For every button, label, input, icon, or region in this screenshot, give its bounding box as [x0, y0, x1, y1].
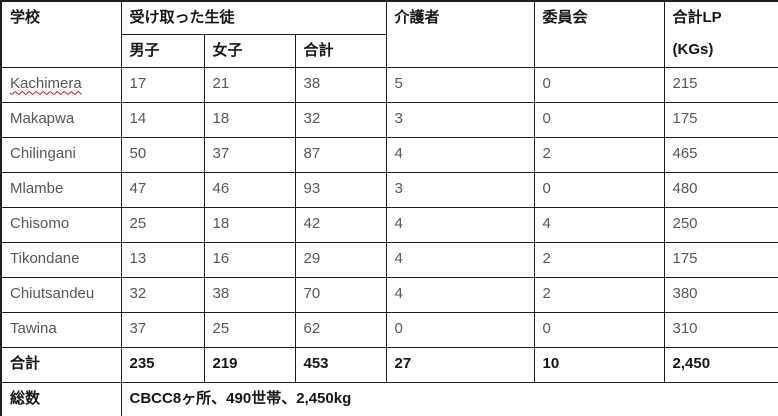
- cell-total: 38: [294, 66, 387, 103]
- cell-girls: 18: [203, 206, 296, 243]
- cell-lp: 480: [663, 171, 778, 208]
- table-row-tawina: Tawina 37 25 62 0 0 310: [0, 311, 778, 348]
- totals-committee: 10: [533, 346, 665, 383]
- cell-school: Tikondane: [0, 241, 122, 278]
- col-header-committee: 委員会: [533, 0, 665, 68]
- totals-girls: 219: [203, 346, 296, 383]
- cell-total: 32: [294, 101, 387, 138]
- cell-committee: 0: [533, 171, 665, 208]
- col-header-total: 合計: [294, 33, 387, 68]
- total-lp-line2: (KGs): [672, 41, 714, 58]
- cell-boys: 32: [120, 276, 205, 313]
- cell-lp: 380: [663, 276, 778, 313]
- cell-committee: 2: [533, 136, 665, 173]
- cell-caregivers: 3: [385, 101, 535, 138]
- total-lp-line1: 合計LP: [672, 9, 722, 26]
- cell-total: 70: [294, 276, 387, 313]
- table-row-chiutsandeu: Chiutsandeu 32 38 70 4 2 380: [0, 276, 778, 313]
- cell-lp: 250: [663, 206, 778, 243]
- cell-caregivers: 4: [385, 276, 535, 313]
- table-row-tikondane: Tikondane 13 16 29 4 2 175: [0, 241, 778, 278]
- table-row-mlambe: Mlambe 47 46 93 3 0 480: [0, 171, 778, 208]
- cell-girls: 16: [203, 241, 296, 278]
- cell-boys: 17: [120, 66, 205, 103]
- cell-school: Tawina: [0, 311, 122, 348]
- cell-boys: 13: [120, 241, 205, 278]
- cell-total: 62: [294, 311, 387, 348]
- cell-committee: 0: [533, 66, 665, 103]
- cell-caregivers: 5: [385, 66, 535, 103]
- summary-label: 総数: [0, 381, 122, 416]
- totals-lp: 2,450: [663, 346, 778, 383]
- header-row-1: 学校 受け取った生徒 介護者 委員会 合計LP (KGs): [0, 0, 778, 68]
- cell-committee: 0: [533, 311, 665, 348]
- cell-boys: 14: [120, 101, 205, 138]
- table-row-kachimera: Kachimera 17 21 38 5 0 215: [0, 66, 778, 103]
- cell-caregivers: 0: [385, 311, 535, 348]
- cell-total: 42: [294, 206, 387, 243]
- header-row-2: 男子 女子 合計: [1, 33, 778, 68]
- cell-caregivers: 4: [385, 206, 535, 243]
- cell-boys: 47: [120, 171, 205, 208]
- cell-girls: 37: [203, 136, 296, 173]
- cell-committee: 2: [533, 276, 665, 313]
- col-header-students-group: 受け取った生徒: [120, 0, 387, 35]
- cell-committee: 4: [533, 206, 665, 243]
- table-row-makapwa: Makapwa 14 18 32 3 0 175: [0, 101, 778, 138]
- cell-school: Chilingani: [0, 136, 122, 173]
- cell-girls: 38: [203, 276, 296, 313]
- cell-boys: 25: [120, 206, 205, 243]
- cell-school: Mlambe: [0, 171, 122, 208]
- totals-caregivers: 27: [385, 346, 535, 383]
- cell-caregivers: 4: [385, 136, 535, 173]
- cell-school: Chiutsandeu: [0, 276, 122, 313]
- col-header-caregivers: 介護者: [385, 0, 535, 68]
- summary-value: CBCC8ヶ所、490世帯、2,450kg: [120, 381, 778, 416]
- cell-lp: 465: [663, 136, 778, 173]
- summary-row: 総数 CBCC8ヶ所、490世帯、2,450kg: [0, 381, 778, 416]
- cell-lp: 215: [663, 66, 778, 103]
- cell-school: Makapwa: [0, 101, 122, 138]
- school-name: Kachimera: [10, 74, 82, 92]
- cell-total: 29: [294, 241, 387, 278]
- cell-caregivers: 3: [385, 171, 535, 208]
- table-row-chilingani: Chilingani 50 37 87 4 2 465: [0, 136, 778, 173]
- cell-committee: 0: [533, 101, 665, 138]
- cell-girls: 46: [203, 171, 296, 208]
- cell-girls: 18: [203, 101, 296, 138]
- cell-girls: 21: [203, 66, 296, 103]
- totals-boys: 235: [120, 346, 205, 383]
- cell-school: Kachimera: [0, 66, 122, 103]
- cell-boys: 37: [120, 311, 205, 348]
- cell-girls: 25: [203, 311, 296, 348]
- cell-committee: 2: [533, 241, 665, 278]
- table-row-chisomo: Chisomo 25 18 42 4 4 250: [0, 206, 778, 243]
- cell-total: 87: [294, 136, 387, 173]
- totals-label: 合計: [0, 346, 122, 383]
- totals-total: 453: [294, 346, 387, 383]
- cell-caregivers: 4: [385, 241, 535, 278]
- totals-row: 合計 235 219 453 27 10 2,450: [0, 346, 778, 383]
- col-header-boys: 男子: [120, 33, 205, 68]
- cell-lp: 310: [663, 311, 778, 348]
- cell-school: Chisomo: [0, 206, 122, 243]
- col-header-total-lp: 合計LP (KGs): [663, 0, 778, 68]
- cell-lp: 175: [663, 101, 778, 138]
- cell-total: 93: [294, 171, 387, 208]
- col-header-girls: 女子: [203, 33, 296, 68]
- cell-lp: 175: [663, 241, 778, 278]
- cell-boys: 50: [120, 136, 205, 173]
- col-header-school: 学校: [0, 0, 122, 68]
